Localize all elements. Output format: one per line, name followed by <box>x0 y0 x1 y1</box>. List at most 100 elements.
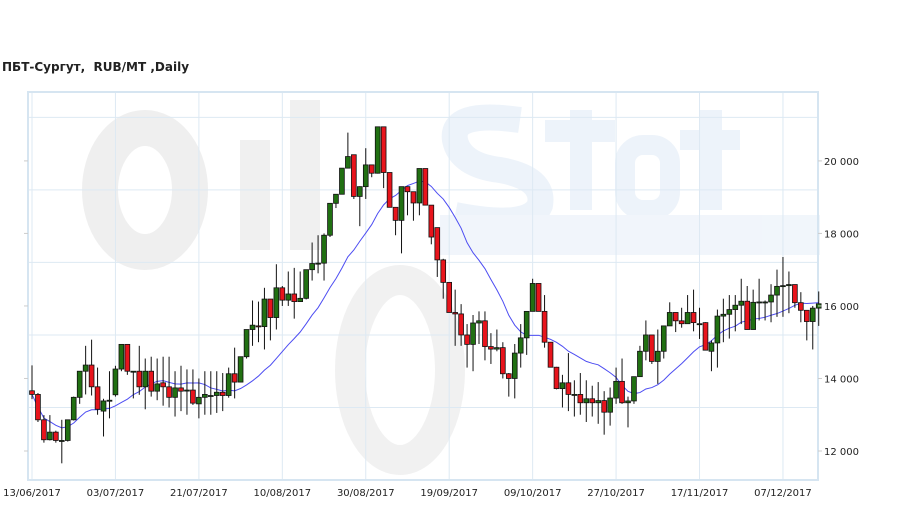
candle-body <box>255 325 262 328</box>
candle <box>762 300 768 321</box>
candle-body <box>35 394 41 421</box>
candle-body <box>410 191 417 204</box>
oilstat-watermark-logo <box>82 100 820 475</box>
candle <box>368 164 375 178</box>
candle <box>422 168 429 206</box>
candle-body <box>309 263 315 271</box>
candle-body <box>219 391 226 396</box>
candle <box>213 371 220 413</box>
candle <box>130 370 137 399</box>
candle <box>53 430 59 443</box>
candle-body <box>351 154 357 197</box>
x-tick-label: 07/12/2017 <box>754 488 812 499</box>
candle <box>452 289 458 346</box>
candle-body <box>649 334 655 362</box>
candle-body <box>124 343 131 372</box>
candle <box>398 186 405 254</box>
x-axis: 13/06/2017 03/07/2017 21/07/2017 10/08/2017… <box>3 488 812 499</box>
candle-body <box>660 325 667 352</box>
candle-body <box>792 284 798 304</box>
candle-body <box>476 320 482 324</box>
x-tick-label: 30/08/2017 <box>337 488 395 499</box>
x-tick-label: 27/10/2017 <box>587 488 645 499</box>
candle-body <box>452 312 458 315</box>
x-tick-label: 19/09/2017 <box>420 488 478 499</box>
candle-body <box>488 346 494 350</box>
watermark-band <box>440 215 820 255</box>
candle <box>774 269 780 317</box>
candle <box>595 382 601 424</box>
candle-body <box>267 298 274 318</box>
candle-body <box>720 313 727 317</box>
candle <box>434 227 441 277</box>
candle <box>285 271 292 306</box>
candle <box>356 186 363 227</box>
watermark-s-shape <box>441 104 554 234</box>
candle-body <box>547 341 554 368</box>
candle-body <box>202 394 208 398</box>
candle-body <box>297 297 303 302</box>
candle-body <box>470 322 476 345</box>
candle-body <box>505 373 512 379</box>
x-tick-label: 21/07/2017 <box>170 488 228 499</box>
candle-body <box>225 373 232 396</box>
candle-body <box>434 227 441 261</box>
candle-body <box>398 186 405 221</box>
candle <box>106 371 113 419</box>
candle <box>416 168 423 216</box>
candle-body <box>380 126 387 173</box>
candle-body <box>386 172 393 208</box>
candle-body <box>535 283 542 312</box>
candle-body <box>702 322 709 351</box>
candle <box>118 343 125 372</box>
candle-body <box>291 293 298 302</box>
candle <box>744 286 750 330</box>
candle-body <box>130 370 137 373</box>
candle-body <box>655 350 661 362</box>
candle-body <box>196 396 202 405</box>
candle <box>672 312 679 333</box>
candle-body <box>762 301 768 304</box>
candle <box>327 202 333 238</box>
candle <box>517 324 524 368</box>
candle-body <box>678 320 685 325</box>
candle-body <box>345 156 351 169</box>
candle <box>553 366 560 390</box>
candle <box>732 295 739 332</box>
candle-body <box>637 350 643 378</box>
candle <box>386 172 393 208</box>
chart-title: ПБТ-Сургут, RUB/MT ,Daily <box>2 60 190 74</box>
candle <box>291 267 298 319</box>
candle-body <box>804 309 810 322</box>
candle-body <box>362 164 369 188</box>
candle <box>267 298 274 341</box>
candle <box>184 369 190 415</box>
candle <box>261 287 268 350</box>
candle <box>792 284 798 308</box>
candle-body <box>70 396 77 421</box>
candle-body <box>565 382 572 395</box>
candle <box>660 325 667 359</box>
candle-body <box>553 366 560 390</box>
candle <box>41 415 47 443</box>
candle-body <box>112 368 119 396</box>
candle-body <box>148 370 155 392</box>
candle <box>297 271 303 302</box>
candle <box>500 342 506 379</box>
candle-body <box>774 285 780 296</box>
candle-body <box>619 380 625 404</box>
candle <box>488 333 494 364</box>
candle <box>690 289 697 332</box>
candle <box>178 365 184 412</box>
candle <box>804 309 810 341</box>
candle-body <box>356 186 363 197</box>
candle <box>172 371 178 417</box>
candle-body <box>213 391 220 396</box>
candle <box>613 367 619 404</box>
candle <box>583 380 590 422</box>
candle-body <box>446 281 452 313</box>
candle-body <box>142 370 149 388</box>
candle-body <box>327 202 333 236</box>
candle-body <box>523 310 530 339</box>
candle-body <box>333 193 339 204</box>
